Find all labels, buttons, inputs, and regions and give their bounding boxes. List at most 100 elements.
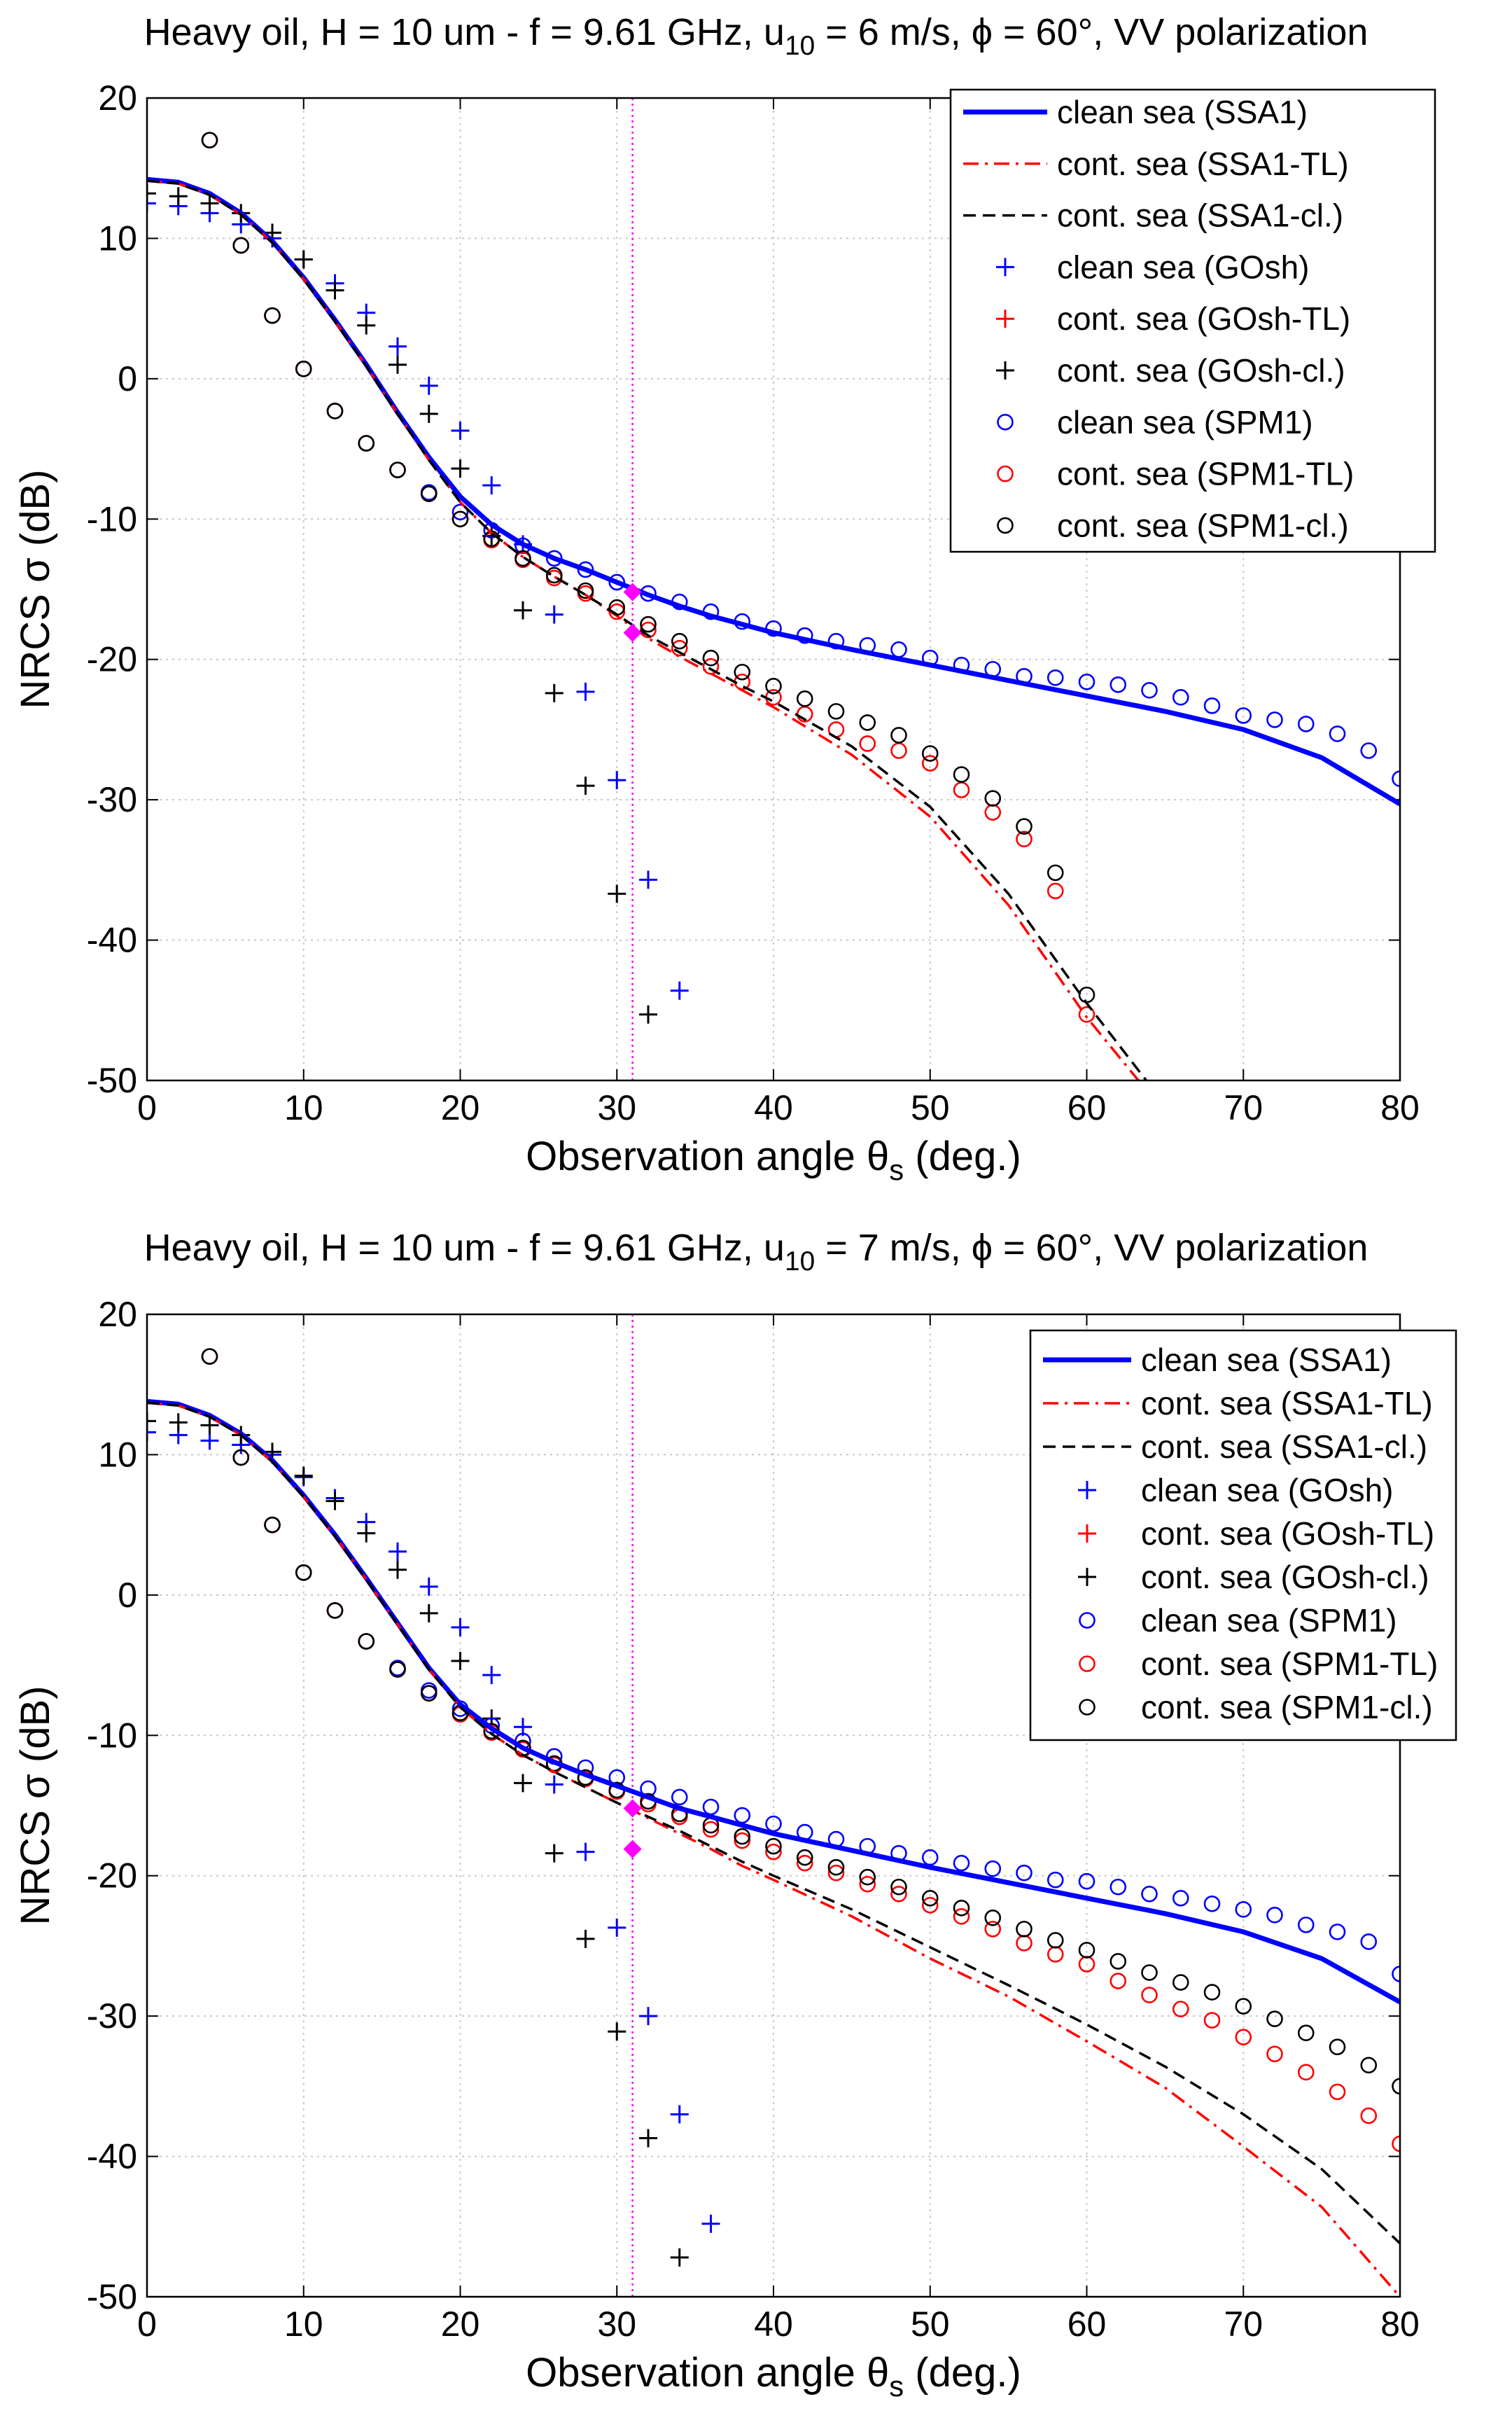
diamond-marker	[623, 623, 642, 642]
y-axis-label: NRCS σ (dB)	[13, 470, 58, 709]
x-tick-label: 40	[754, 2304, 793, 2344]
legend-item: cont. sea (SSA1-TL)	[1043, 1385, 1433, 1421]
data-point	[921, 755, 939, 772]
series-clean-sea-ssa1	[147, 176, 1400, 807]
data-point	[1172, 1974, 1189, 1991]
legend-item: cont. sea (GOsh-cl.)	[996, 352, 1345, 389]
series-cont-sea-ssa1-cl-line	[147, 179, 1147, 1080]
y-tick-label: -20	[87, 640, 137, 679]
data-point	[1360, 742, 1378, 759]
data-point	[1203, 1984, 1221, 2001]
data-point	[608, 2022, 626, 2041]
data-point	[1016, 818, 1032, 835]
data-point	[796, 690, 813, 707]
data-point	[1235, 707, 1252, 724]
data-point	[545, 550, 563, 567]
legend-item: clean sea (SPM1)	[1079, 1602, 1397, 1639]
data-point	[1203, 2012, 1221, 2029]
data-point	[388, 337, 407, 356]
data-point	[1046, 864, 1064, 882]
data-point	[482, 476, 501, 495]
x-tick-label: 80	[1380, 2304, 1420, 2344]
data-point	[1392, 2135, 1400, 2153]
data-point	[670, 981, 689, 1000]
data-point	[670, 2105, 689, 2124]
y-axis-label: NRCS σ (dB)	[13, 1686, 58, 1926]
series-cont-sea-spm1-cl	[201, 132, 1096, 1003]
data-point	[294, 1466, 313, 1485]
data-point	[420, 1685, 438, 1702]
data-point	[147, 1412, 156, 1431]
chart-title-part: Heavy oil, H = 10 um - f = 9.61 GHz, u	[144, 11, 785, 53]
series-cont-sea-ssa1-cl	[147, 179, 1147, 1080]
data-point	[1360, 2107, 1378, 2125]
data-point	[169, 187, 188, 206]
legend-label: cont. sea (GOsh-cl.)	[1141, 1559, 1429, 1595]
data-point	[639, 1005, 657, 1024]
data-point	[1110, 1878, 1127, 1896]
data-point	[169, 1413, 188, 1432]
data-point	[890, 727, 907, 744]
legend-swatch-marker	[996, 258, 1014, 277]
data-point	[419, 1604, 438, 1622]
data-point	[921, 745, 939, 762]
legend-swatch-marker	[997, 517, 1014, 534]
data-point	[734, 1832, 751, 1849]
legend-label: clean sea (SPM1)	[1057, 404, 1313, 440]
data-point	[608, 573, 626, 591]
data-point	[953, 1908, 970, 1925]
legend-swatch-marker	[996, 361, 1014, 380]
data-point	[859, 714, 876, 731]
data-point	[796, 1849, 813, 1866]
legend-label: clean sea (SSA1)	[1057, 94, 1308, 130]
data-point	[545, 1775, 564, 1794]
data-point	[388, 1560, 407, 1579]
chart-panel-2: Heavy oil, H = 10 um - f = 9.61 GHz, u10…	[13, 1227, 1457, 2402]
data-point	[1141, 1987, 1158, 2003]
chart-title-subscript: 10	[785, 31, 815, 61]
data-point	[358, 1633, 375, 1650]
legend-label: clean sea (SPM1)	[1141, 1602, 1397, 1639]
data-point	[264, 1516, 281, 1534]
data-point	[1329, 725, 1346, 742]
data-point	[389, 461, 406, 478]
legend-item: clean sea (SSA1)	[1043, 1342, 1392, 1378]
data-point	[1046, 1932, 1064, 1949]
legend-box	[949, 88, 1436, 553]
data-point	[1016, 1921, 1032, 1938]
x-tick-label: 10	[284, 1088, 323, 1127]
data-point	[326, 281, 344, 300]
data-point	[1141, 1964, 1158, 1981]
data-point	[451, 503, 469, 521]
data-point	[201, 1348, 218, 1365]
data-point	[357, 1524, 376, 1543]
data-point	[200, 1416, 219, 1435]
data-point	[1392, 770, 1400, 787]
data-point	[1172, 689, 1189, 706]
data-point	[1110, 676, 1127, 693]
series-cont-sea-spm1-cl	[201, 1348, 1400, 2095]
legend-swatch-marker	[1078, 1568, 1096, 1586]
data-point	[953, 1854, 970, 1872]
x-tick-label: 20	[441, 1088, 480, 1127]
data-point	[1360, 1933, 1378, 1950]
series-cont-sea-gosh-cl	[147, 1412, 689, 2267]
data-point	[921, 1897, 939, 1914]
legend-box	[1029, 1329, 1457, 1741]
data-point	[295, 361, 312, 377]
legend-swatch-marker	[1079, 1699, 1096, 1716]
x-axis-label-part: Observation angle θ	[526, 2350, 889, 2395]
data-point	[796, 1854, 813, 1872]
legend-item: clean sea (GOsh)	[1078, 1472, 1393, 1508]
series-cont-sea-gosh-cl	[147, 184, 657, 1024]
data-layer	[147, 98, 1400, 1080]
data-point	[388, 1542, 407, 1561]
legend-item: cont. sea (SPM1-cl.)	[997, 507, 1349, 543]
legend-swatch-marker	[1079, 1655, 1096, 1672]
data-point	[514, 601, 532, 620]
data-point	[295, 1564, 312, 1581]
legend-item: clean sea (SSA1)	[963, 94, 1308, 130]
data-point	[419, 376, 438, 395]
x-tick-label: 20	[441, 2304, 480, 2344]
data-point	[1046, 882, 1064, 900]
